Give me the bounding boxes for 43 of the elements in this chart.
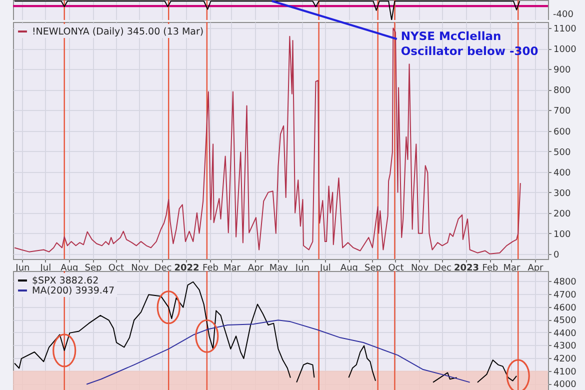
y-tick-label: 100	[554, 230, 571, 240]
x-tick-label: Oct	[388, 264, 404, 274]
y-tick-label: 1000	[554, 45, 577, 56]
y-tick-label: 400	[554, 168, 571, 178]
x-tick-label: Feb	[202, 264, 219, 274]
y-tick-label: 4000	[554, 380, 577, 390]
y-tick-label: 4300	[554, 342, 577, 352]
y-tick-label: 600	[554, 127, 571, 138]
y-tick-label: 4600	[554, 303, 577, 314]
y-tick-label: 900	[554, 66, 571, 76]
x-tick-label: Apr	[528, 264, 544, 274]
y-tick-label: 4400	[554, 328, 577, 339]
y-tick-label: 4100	[554, 367, 577, 378]
y-tick-label: 700	[554, 106, 571, 117]
y-tick-label: 200	[554, 209, 571, 220]
x-tick-label: Dec	[434, 264, 452, 274]
x-tick-label: Nov	[410, 264, 430, 274]
y-tick-label: 1100	[554, 24, 577, 35]
y-tick-label: 300	[554, 188, 571, 199]
x-tick-label: Nov	[131, 264, 150, 274]
legend-label: !NEWLONYA (Daily) 345.00 (13 Mar)	[32, 26, 204, 38]
text: -400	[553, 10, 574, 20]
x-tick-label: Mar	[503, 264, 520, 274]
x-tick-label: 2022	[174, 264, 200, 274]
legend-label: MA(200) 3939.47	[32, 286, 115, 296]
y-tick-label: 4800	[554, 278, 577, 288]
x-tick-label: Sep	[364, 264, 382, 274]
x-tick-label: Oct	[108, 264, 124, 274]
x-tick-label: Apr	[248, 264, 264, 274]
x-tick-label: 2023	[454, 264, 480, 274]
legend-label: $SPX 3882.62	[32, 276, 99, 286]
x-tick-label: Sep	[84, 264, 102, 274]
y-tick-label: 800	[554, 86, 571, 96]
y-tick-label: 4200	[554, 354, 577, 365]
x-tick-label: Jul	[39, 264, 52, 274]
x-tick-label: May	[269, 264, 289, 274]
x-tick-label: Dec	[154, 264, 172, 274]
y-tick-label: 4500	[554, 316, 577, 326]
x-tick-label: Mar	[223, 264, 241, 274]
x-tick-label: Feb	[482, 264, 498, 274]
y-tick-label: 4700	[554, 290, 577, 301]
y-tick-label: 500	[554, 148, 571, 158]
y-tick-label: 0	[554, 250, 560, 260]
